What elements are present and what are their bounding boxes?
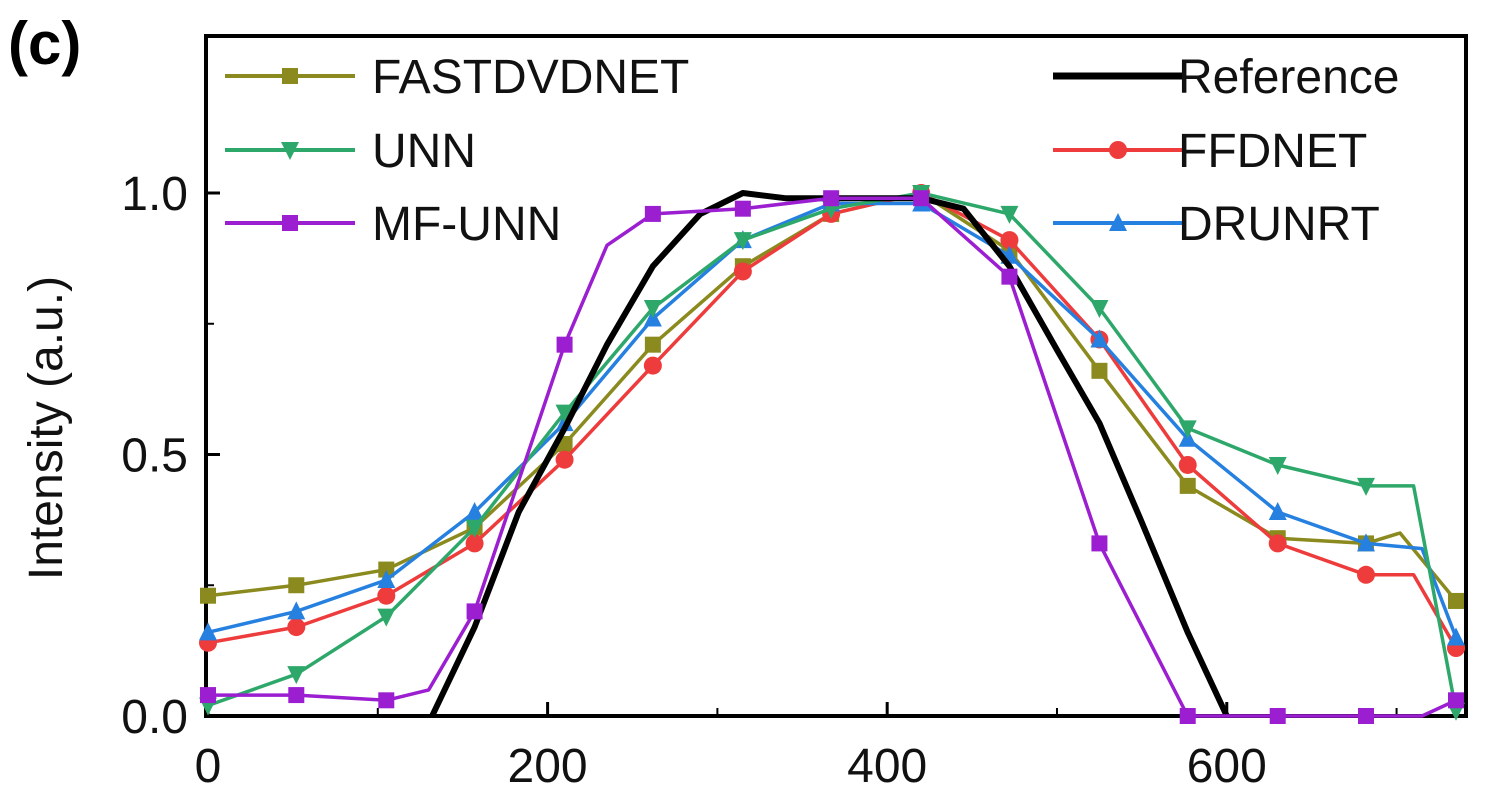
data-point <box>1448 692 1464 709</box>
legend-label: MF-UNN <box>372 198 561 251</box>
data-point <box>556 336 573 353</box>
data-point <box>377 608 396 627</box>
legend-entry: MF-UNN <box>225 198 561 251</box>
data-point <box>1268 534 1287 553</box>
data-point <box>377 570 396 589</box>
data-point <box>644 336 661 353</box>
data-point <box>287 666 306 685</box>
data-point <box>200 587 216 604</box>
legend-swatch-marker <box>281 142 299 160</box>
series-reference <box>429 190 1230 718</box>
data-point <box>643 300 662 319</box>
data-point <box>465 534 484 553</box>
data-point <box>1178 420 1197 439</box>
data-point <box>377 586 396 605</box>
x-tick-label: 0 <box>195 740 222 793</box>
data-point <box>288 577 305 594</box>
legend-label: UNN <box>372 125 476 178</box>
y-tick-label: 0.0 <box>121 691 188 744</box>
legend-entry: Reference <box>1053 51 1399 104</box>
series-drunrt <box>199 193 1465 646</box>
data-point <box>378 561 395 578</box>
x-tick-label: 400 <box>847 740 927 793</box>
data-point <box>465 502 484 521</box>
series-line <box>207 191 1458 603</box>
data-point <box>1179 477 1196 494</box>
series-mf-unn <box>200 190 1464 724</box>
data-point <box>1269 708 1286 724</box>
legend-label: FASTDVDNET <box>372 51 689 104</box>
data-point <box>555 450 574 469</box>
plot-frame <box>204 34 1468 718</box>
series-line <box>207 191 1458 712</box>
data-point <box>1268 502 1287 521</box>
data-point <box>1091 362 1108 379</box>
data-point <box>199 622 217 641</box>
legend-swatch-marker <box>1109 141 1127 159</box>
data-point <box>465 519 484 538</box>
legend-swatch-marker <box>282 215 298 231</box>
legend-label: Reference <box>1178 51 1399 104</box>
data-point <box>1178 455 1197 474</box>
data-point <box>1179 708 1196 724</box>
series-line <box>207 201 1458 639</box>
series-line <box>207 191 1458 649</box>
data-point <box>1357 477 1376 496</box>
legend-entry: UNN <box>225 125 476 178</box>
y-axis-label: Intensity (a.u.) <box>20 276 73 580</box>
data-point <box>1358 708 1375 724</box>
data-point <box>643 356 662 375</box>
legend-swatch-marker <box>1109 213 1127 231</box>
data-point <box>733 232 752 251</box>
data-point <box>1091 535 1108 552</box>
data-point <box>913 190 930 207</box>
series-line <box>429 190 1230 718</box>
data-point <box>1357 533 1376 552</box>
panel-label: (c) <box>8 10 81 77</box>
series-line <box>208 196 1457 718</box>
data-point <box>1000 205 1019 224</box>
legend-swatch-marker <box>282 68 298 84</box>
legend-entry: DRUNRT <box>1053 198 1380 251</box>
data-point <box>1001 268 1018 285</box>
data-point <box>287 618 306 637</box>
series-unn <box>199 185 1465 721</box>
data-point <box>1447 627 1465 646</box>
data-point <box>1000 231 1019 250</box>
data-point <box>555 404 574 423</box>
legend-entry: FFDNET <box>1053 125 1367 178</box>
data-point <box>287 601 306 620</box>
legend: FASTDVDNET UNN MF-UNN Reference FFDNET DRUNRT <box>225 51 1399 251</box>
legend-label: DRUNRT <box>1178 198 1380 251</box>
data-point <box>1090 329 1109 348</box>
y-tick-label: 0.5 <box>121 430 188 483</box>
data-point <box>378 692 395 709</box>
data-point <box>288 687 305 704</box>
data-point <box>1357 565 1376 584</box>
data-point <box>466 603 483 620</box>
data-point <box>734 200 751 217</box>
x-tick-label: 600 <box>1187 740 1267 793</box>
legend-entry: FASTDVDNET <box>225 51 689 104</box>
axis-ticks: 0 200 400 600 0.0 0.5 1.0 <box>121 168 1398 793</box>
data-point <box>1448 592 1464 609</box>
data-point <box>200 687 216 704</box>
data-point <box>823 190 840 207</box>
x-tick-label: 200 <box>508 740 588 793</box>
series-lines <box>199 184 1465 724</box>
data-point <box>1268 456 1287 475</box>
data-point <box>644 205 661 222</box>
legend-label: FFDNET <box>1178 125 1367 178</box>
y-tick-label: 1.0 <box>121 168 188 221</box>
data-point <box>733 262 752 281</box>
data-point <box>1090 300 1109 319</box>
